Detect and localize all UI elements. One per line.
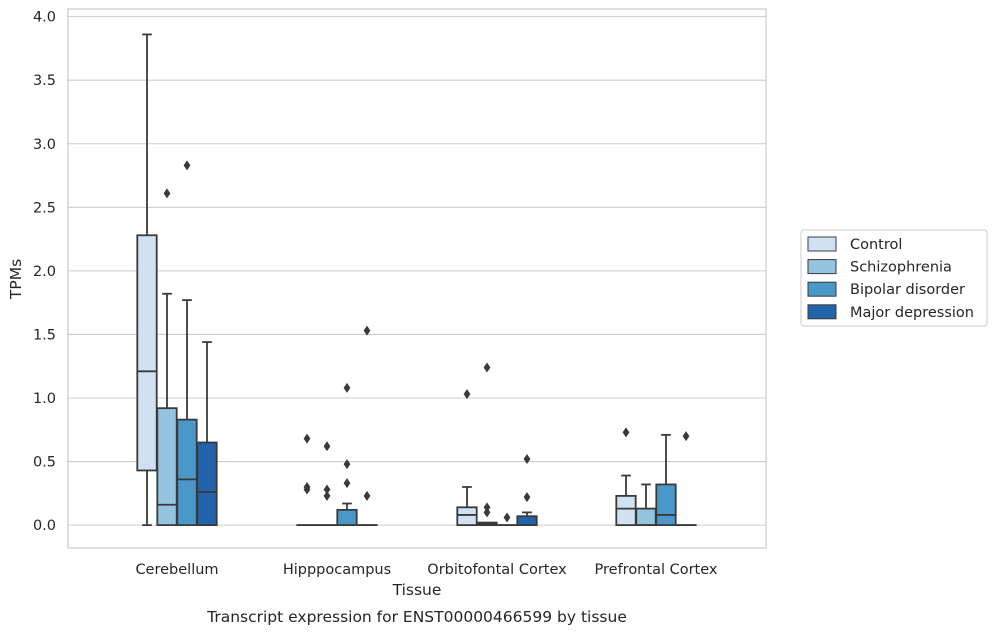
chart-caption: Transcript expression for ENST0000046659… <box>206 608 627 626</box>
box-body <box>136 234 158 472</box>
y-tick-label: 3.5 <box>33 73 56 89</box>
y-tick-label: 2.5 <box>33 200 56 216</box>
y-tick-label: 1.0 <box>33 391 56 407</box>
legend-swatch <box>807 281 837 297</box>
box-body <box>456 506 478 527</box>
outlier-point <box>323 441 331 452</box>
legend-frame <box>800 229 988 327</box>
y-tick-label: 2.0 <box>33 264 56 280</box>
legend-entry: Control <box>850 237 902 253</box>
outlier-point <box>483 507 491 518</box>
box-body <box>156 407 178 527</box>
outlier-point <box>183 160 191 171</box>
box-control <box>296 433 318 527</box>
box-schizophrenia <box>476 362 498 527</box>
x-tick-label: Hipppocampus <box>283 562 391 578</box>
box-schizophrenia <box>156 188 178 527</box>
box-body <box>336 508 358 527</box>
box-major-depression <box>356 325 378 527</box>
outlier-point <box>523 454 531 465</box>
box-body <box>655 483 677 527</box>
outlier-point <box>303 481 311 492</box>
y-tick-label: 0.0 <box>33 518 56 534</box>
x-tick-label: Cerebellum <box>135 562 218 578</box>
box-body <box>516 515 538 527</box>
outlier-point <box>343 478 351 489</box>
outlier-point <box>163 188 171 199</box>
legend: Control Schizophrenia Bipolar disorder Majo… <box>800 229 988 327</box>
x-tick-label: Orbitofontal Cortex <box>427 562 567 578</box>
x-axis-label: Tissue <box>392 581 442 599</box>
legend-entry: Bipolar disorder <box>850 282 965 298</box>
outlier-point <box>523 492 531 503</box>
x-tick-label: Prefrontal Cortex <box>595 562 718 578</box>
plot-frame <box>67 8 767 549</box>
legend-entry: Major depression <box>850 305 974 321</box>
box-bipolar-disorder <box>496 512 518 527</box>
y-axis-label: TPMs <box>7 259 25 300</box>
outlier-point <box>363 325 371 336</box>
box-control <box>136 33 158 527</box>
box-body <box>196 441 218 527</box>
box-major-depression <box>516 454 538 527</box>
y-axis-ticks: 0.0 0.5 1.0 1.5 2.0 2.5 3.0 3.5 4.0 <box>33 10 56 534</box>
outlier-point <box>343 382 351 393</box>
box-body <box>635 507 657 527</box>
box-major-depression <box>675 431 697 527</box>
box-bipolar-disorder <box>655 433 677 527</box>
box-schizophrenia <box>635 483 657 527</box>
outlier-point <box>483 362 491 373</box>
box-schizophrenia <box>316 441 338 527</box>
outlier-point <box>483 502 491 513</box>
outlier-point <box>463 389 471 400</box>
outlier-point <box>682 431 690 442</box>
outlier-point <box>303 433 311 444</box>
box-body <box>176 418 198 527</box>
box-control <box>615 427 637 527</box>
y-tick-label: 0.5 <box>33 455 56 471</box>
outlier-point <box>323 490 331 501</box>
legend-swatch <box>807 304 837 320</box>
box-major-depression <box>196 341 218 527</box>
outlier-point <box>622 427 630 438</box>
legend-swatch <box>807 236 837 252</box>
y-tick-label: 3.0 <box>33 137 56 153</box>
box-series <box>136 33 697 527</box>
outlier-point <box>343 459 351 470</box>
box-bipolar-disorder <box>176 160 198 527</box>
box-control <box>456 389 478 527</box>
outlier-point <box>503 512 511 523</box>
x-axis-ticks: Cerebellum Hipppocampus Orbitofontal Corte… <box>135 562 717 578</box>
y-tick-label: 1.5 <box>33 327 56 343</box>
legend-swatch <box>807 259 837 275</box>
box-bipolar-disorder <box>336 382 358 527</box>
box-body <box>615 494 637 527</box>
outlier-point <box>363 490 371 501</box>
outlier-point <box>323 484 331 495</box>
y-tick-label: 4.0 <box>33 10 56 26</box>
legend-entry: Schizophrenia <box>850 260 952 276</box>
